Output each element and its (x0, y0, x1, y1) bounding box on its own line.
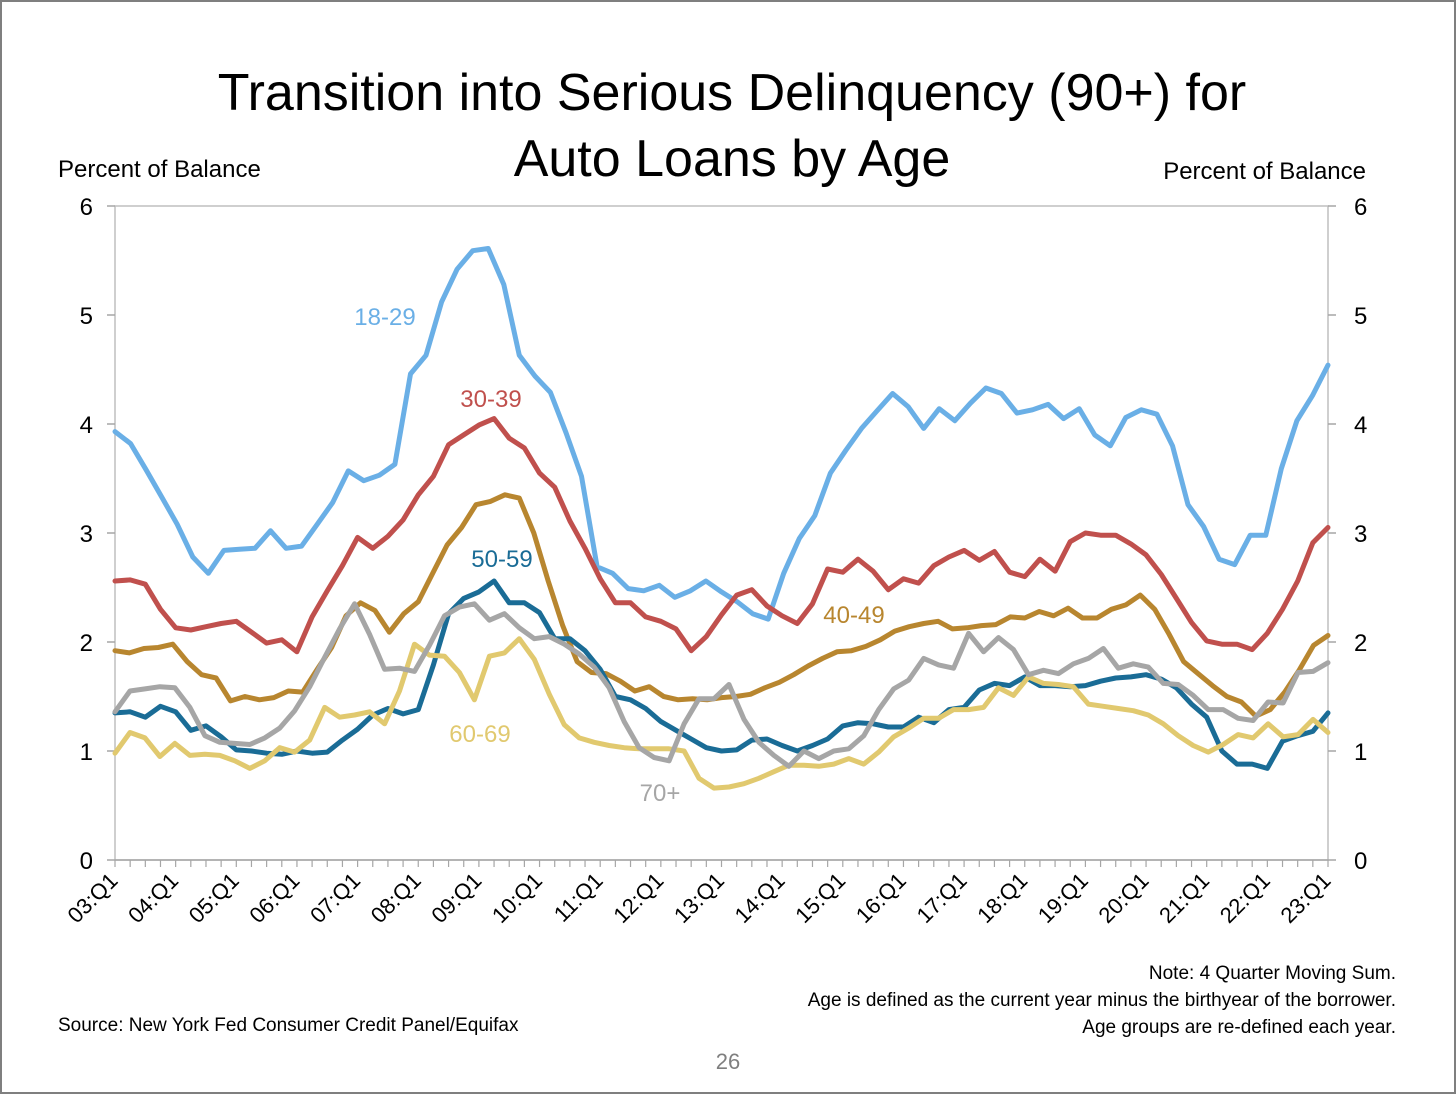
source-note: Source: New York Fed Consumer Credit Pan… (58, 1015, 519, 1036)
series-group (112, 246, 1331, 791)
x-tick-label: 19:Q1 (1033, 868, 1093, 928)
series-label-40-49: 40-49 (823, 602, 884, 629)
y-tick-label-right: 5 (1354, 303, 1367, 330)
x-tick-label: 15:Q1 (790, 868, 850, 928)
x-tick-label: 08:Q1 (366, 868, 426, 928)
y-tick-label-right: 1 (1354, 739, 1367, 766)
x-tick-label: 12:Q1 (608, 868, 668, 928)
y-tick-label-left: 5 (80, 303, 93, 330)
y-tick-label-right: 4 (1354, 412, 1367, 439)
x-tick-label: 23:Q1 (1275, 868, 1335, 928)
y-tick-label-left: 4 (80, 412, 93, 439)
x-tick-label: 22:Q1 (1215, 868, 1275, 928)
y-tick-label-right: 6 (1354, 194, 1367, 221)
right-axis-title: Percent of Balance (1163, 158, 1366, 185)
series-label-50-59: 50-59 (471, 546, 532, 573)
series-line-70+ (112, 601, 1331, 769)
x-tick-label: 17:Q1 (912, 868, 972, 928)
x-tick-label: 21:Q1 (1154, 868, 1214, 928)
series-labels-group: 18-29 30-39 40-49 50-59 60-69 70+ (354, 304, 884, 807)
y-tick-label-right: 3 (1354, 521, 1367, 548)
x-tick-label: 06:Q1 (244, 868, 304, 928)
line-chart: 0 1 2 3 4 5 6 0 1 2 3 4 5 6 03:Q1 04:Q1 05:Q1 06:Q1 07:Q… (62, 194, 1367, 928)
series-label-60-69: 60-69 (449, 721, 510, 748)
series-line-40-49 (112, 492, 1331, 719)
x-tick-label: 05:Q1 (184, 868, 244, 928)
y-tick-label-left: 0 (80, 848, 93, 875)
note-line: Age is defined as the current year minus… (807, 990, 1396, 1011)
x-axis: 03:Q1 04:Q1 05:Q1 06:Q1 07:Q1 08:Q1 09:Q1 10:Q1… (62, 860, 1336, 928)
y-tick-label-left: 2 (80, 630, 93, 657)
x-tick-label: 03:Q1 (62, 868, 122, 928)
x-tick-label: 10:Q1 (487, 868, 547, 928)
x-tick-label: 13:Q1 (669, 868, 729, 928)
y-axis-left: 0 1 2 3 4 5 6 (80, 194, 115, 875)
x-tick-label: 04:Q1 (123, 868, 183, 928)
x-tick-label: 16:Q1 (851, 868, 911, 928)
x-tick-label: 20:Q1 (1094, 868, 1154, 928)
plot-frame (114, 205, 1329, 861)
y-tick-label-left: 1 (80, 739, 93, 766)
y-tick-label-left: 3 (80, 521, 93, 548)
left-axis-title: Percent of Balance (58, 156, 261, 183)
chart-notes: Note: 4 Quarter Moving Sum. Age is defin… (808, 960, 1396, 1041)
y-axis-right: 0 1 2 3 4 5 6 (1328, 194, 1367, 875)
plot-border (114, 205, 1329, 861)
x-tick-label: 14:Q1 (730, 868, 790, 928)
chart-title: Transition into Serious Delinquency (90+… (217, 64, 1247, 188)
note-line: Note: 4 Quarter Moving Sum. (1148, 963, 1396, 984)
series-line-18-29 (112, 246, 1331, 622)
y-tick-label-right: 2 (1354, 630, 1367, 657)
x-tick-label: 09:Q1 (426, 868, 486, 928)
series-label-70+: 70+ (640, 780, 681, 807)
page-number: 26 (715, 1049, 741, 1074)
series-line-60-69 (112, 636, 1331, 791)
x-tick-label: 07:Q1 (305, 868, 365, 928)
series-line-30-39 (112, 416, 1331, 655)
series-label-30-39: 30-39 (460, 386, 521, 413)
series-line-50-59 (112, 578, 1331, 771)
note-line: Age groups are re-defined each year. (1082, 1017, 1396, 1038)
y-tick-label-left: 6 (80, 194, 93, 221)
x-tick-label: 11:Q1 (549, 868, 608, 927)
x-tick-label: 18:Q1 (972, 868, 1032, 928)
y-tick-label-right: 0 (1354, 848, 1367, 875)
series-label-18-29: 18-29 (354, 304, 415, 331)
